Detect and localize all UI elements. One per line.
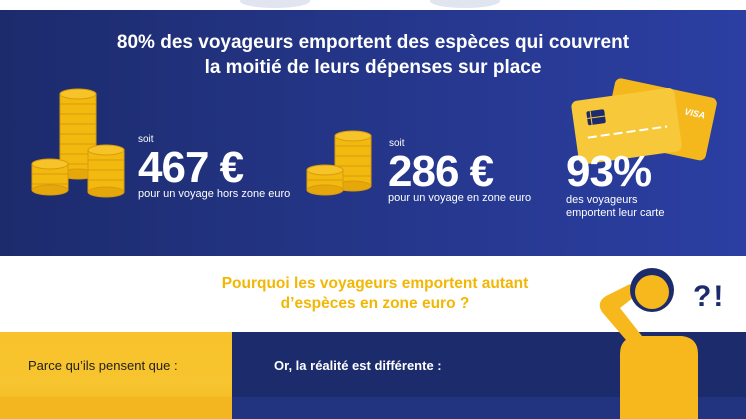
caption-hors-zone: pour un voyage hors zone euro (138, 188, 291, 200)
belief-panel: Parce qu’ils pensent que : (0, 332, 232, 419)
percent-carte: 93% (566, 147, 652, 196)
question-text: Pourquoi les voyageurs emportent autant … (180, 274, 570, 314)
question-line1: Pourquoi les voyageurs emportent autant (221, 275, 529, 292)
credit-card-icon: VISA (571, 78, 717, 165)
caption-carte-line1: des voyageurs (566, 194, 638, 206)
cloud-decoration (240, 0, 310, 8)
cloud-decoration (430, 0, 500, 8)
amount-zone: 286 € (388, 147, 494, 196)
amount-hors-zone: 467 € (138, 143, 244, 192)
reality-band (232, 397, 746, 419)
headline-line2: la moitié de leurs dépenses sur place (204, 57, 542, 78)
belief-band (0, 397, 232, 419)
thinking-person-icon (599, 268, 698, 419)
caption-carte-line2: emportent leur carte (566, 207, 665, 219)
coin-stack-icon (306, 130, 372, 196)
question-line2: d’espèces en zone euro ? (280, 295, 470, 312)
coin-stack-icon (31, 88, 125, 198)
card-brand: VISA (684, 106, 707, 120)
soit-label: soit (389, 138, 405, 149)
reality-label: Or, la réalité est différente : (274, 358, 442, 373)
question-marks: ?! (693, 280, 726, 313)
soit-label: soit (138, 134, 154, 145)
belief-label: Parce qu’ils pensent que : (28, 358, 178, 373)
headline: 80% des voyageurs emportent des espèces … (0, 30, 746, 80)
top-strip (0, 0, 746, 10)
caption-zone: pour un voyage en zone euro (388, 192, 532, 204)
headline-line1: 80% des voyageurs emportent des espèces … (116, 32, 630, 53)
